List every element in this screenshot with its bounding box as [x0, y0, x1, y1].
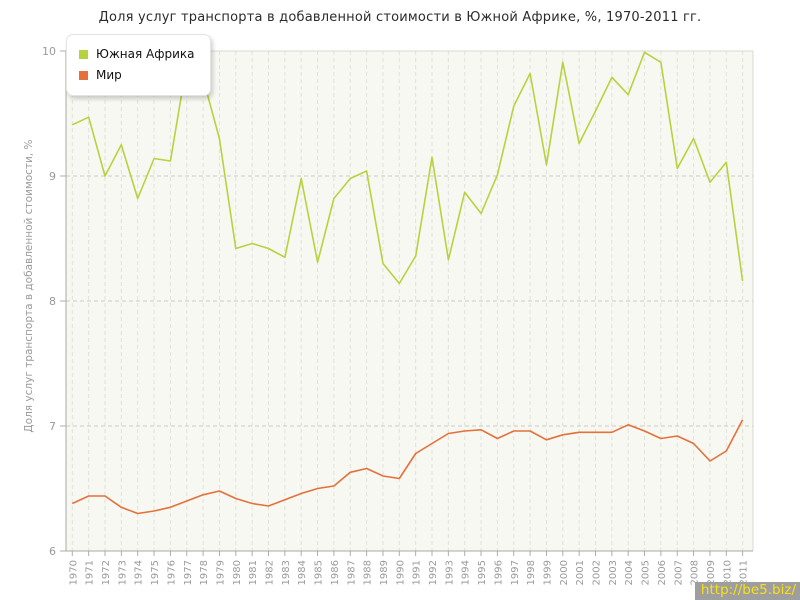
- svg-text:1997: 1997: [510, 560, 521, 585]
- svg-text:2006: 2006: [657, 560, 668, 585]
- svg-text:1978: 1978: [199, 560, 210, 585]
- svg-text:1996: 1996: [493, 560, 504, 585]
- svg-text:2002: 2002: [592, 560, 603, 585]
- svg-text:6: 6: [49, 545, 56, 558]
- svg-text:1977: 1977: [183, 560, 194, 585]
- svg-text:1985: 1985: [314, 560, 325, 585]
- world-series-marker-icon: [79, 71, 88, 80]
- svg-text:1976: 1976: [166, 560, 177, 585]
- svg-text:2005: 2005: [641, 560, 652, 585]
- svg-text:1972: 1972: [101, 560, 112, 585]
- legend-item-world: Мир: [79, 65, 194, 86]
- chart-legend: Южная Африка Мир: [66, 34, 212, 96]
- svg-text:1979: 1979: [215, 560, 226, 585]
- svg-text:1991: 1991: [412, 560, 423, 585]
- svg-text:1971: 1971: [85, 560, 96, 585]
- svg-text:1983: 1983: [281, 560, 292, 585]
- svg-text:1987: 1987: [346, 560, 357, 585]
- svg-text:2009: 2009: [706, 560, 717, 585]
- svg-text:1995: 1995: [477, 560, 488, 585]
- svg-text:1986: 1986: [330, 560, 341, 585]
- svg-text:2007: 2007: [673, 560, 684, 585]
- svg-text:1981: 1981: [248, 560, 259, 585]
- legend-item-south-africa: Южная Африка: [79, 44, 194, 65]
- svg-text:1992: 1992: [428, 560, 439, 585]
- svg-text:2001: 2001: [575, 560, 586, 585]
- svg-text:7: 7: [49, 420, 56, 433]
- south-africa-series-marker-icon: [79, 50, 88, 59]
- svg-text:10: 10: [42, 45, 56, 58]
- legend-label-south-africa: Южная Африка: [96, 47, 195, 61]
- svg-text:1994: 1994: [461, 560, 472, 585]
- svg-text:1975: 1975: [150, 560, 161, 585]
- svg-text:2003: 2003: [608, 560, 619, 585]
- svg-text:1988: 1988: [363, 560, 374, 585]
- svg-text:2004: 2004: [624, 560, 635, 585]
- svg-text:1989: 1989: [379, 560, 390, 585]
- legend-label-world: Мир: [96, 68, 122, 82]
- svg-text:2008: 2008: [690, 560, 701, 585]
- svg-text:1984: 1984: [297, 560, 308, 585]
- svg-text:9: 9: [49, 170, 56, 183]
- svg-text:1993: 1993: [444, 560, 455, 585]
- svg-text:2010: 2010: [722, 560, 733, 585]
- svg-text:2000: 2000: [559, 560, 570, 585]
- svg-text:1982: 1982: [265, 560, 276, 585]
- svg-text:1980: 1980: [232, 560, 243, 585]
- y-axis-title: Доля услуг транспорта в добавленной стои…: [23, 139, 35, 433]
- watermark-link[interactable]: http://be5.biz/: [694, 582, 800, 600]
- svg-text:2011: 2011: [739, 560, 750, 585]
- svg-text:1974: 1974: [134, 560, 145, 585]
- svg-text:1999: 1999: [542, 560, 553, 585]
- svg-text:1970: 1970: [68, 560, 79, 585]
- chart-title: Доля услуг транспорта в добавленной стои…: [98, 10, 702, 25]
- svg-text:1998: 1998: [526, 560, 537, 585]
- svg-text:1973: 1973: [117, 560, 128, 585]
- svg-text:1990: 1990: [395, 560, 406, 585]
- svg-text:8: 8: [49, 295, 56, 308]
